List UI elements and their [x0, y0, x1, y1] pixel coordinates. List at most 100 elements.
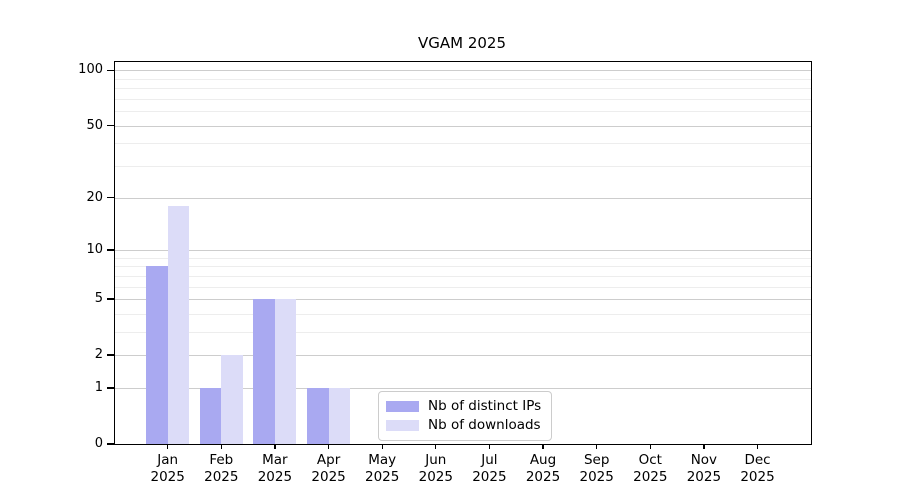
x-tick-label-jun: Jun 2025: [394, 452, 478, 486]
x-tick-label-line: Apr: [316, 452, 341, 468]
x-axis-tick: [542, 444, 544, 449]
minor-gridline: [115, 275, 811, 277]
bar-distinct-ips-mar: [253, 298, 275, 444]
x-axis-tick: [596, 444, 598, 449]
x-tick-label-line: 2025: [257, 469, 293, 485]
bar-distinct-ips-apr: [307, 387, 329, 444]
x-tick-label-nov: Nov 2025: [662, 452, 746, 486]
y-tick-label-50: 50: [86, 117, 103, 133]
x-tick-label-aug: Aug 2025: [501, 452, 585, 486]
x-tick-label-may: May 2025: [340, 452, 424, 486]
minor-gridline: [115, 286, 811, 288]
x-tick-label-line: Jan: [157, 452, 179, 468]
major-gridline: [115, 197, 811, 199]
x-tick-label-line: 2025: [365, 469, 400, 485]
bar-distinct-ips-jan: [146, 266, 168, 444]
x-axis-tick: [703, 444, 705, 449]
legend-swatch-distinct-ips: [386, 401, 419, 412]
x-tick-label-jan: Jan 2025: [126, 452, 210, 486]
y-axis-tick: [107, 298, 114, 300]
y-tick-label-100: 100: [78, 62, 103, 78]
bar-downloads-feb: [221, 355, 243, 444]
x-tick-label-sep: Sep 2025: [555, 452, 639, 486]
minor-gridline: [115, 331, 811, 333]
major-gridline: [115, 387, 811, 389]
x-tick-label-line: 2025: [740, 469, 775, 485]
x-tick-label-line: 2025: [579, 469, 614, 485]
y-axis-tick: [107, 387, 114, 389]
x-tick-label-line: Mar: [262, 452, 288, 468]
bar-downloads-mar: [274, 298, 297, 444]
bar-downloads-jan: [167, 205, 190, 444]
x-tick-label-line: 2025: [525, 469, 561, 485]
x-axis-tick: [167, 444, 169, 449]
x-tick-label-line: Jul: [481, 452, 498, 468]
x-tick-label-line: May: [368, 452, 397, 468]
minor-gridline: [115, 313, 811, 315]
x-axis-tick: [488, 444, 491, 449]
x-tick-label-line: 2025: [686, 469, 722, 485]
y-axis-tick: [107, 354, 114, 356]
x-tick-label-feb: Feb 2025: [179, 452, 263, 486]
bar-downloads-apr: [328, 387, 351, 444]
x-axis-tick: [435, 444, 437, 449]
x-tick-label-line: 2025: [150, 469, 185, 485]
x-tick-label-line: Sep: [583, 452, 610, 468]
x-tick-label-apr: Apr 2025: [287, 452, 371, 486]
x-tick-label-line: Dec: [744, 452, 771, 468]
x-tick-label-line: Nov: [690, 452, 718, 468]
x-axis-tick: [649, 444, 651, 449]
y-axis-tick: [107, 443, 114, 445]
y-tick-label-0: 0: [94, 436, 103, 451]
x-tick-label-line: 2025: [633, 469, 668, 485]
x-tick-label-line: Jun: [425, 452, 447, 468]
x-tick-label-line: 2025: [204, 469, 239, 485]
bar-distinct-ips-feb: [199, 387, 222, 444]
x-tick-label-line: Aug: [529, 452, 557, 468]
x-tick-label-mar: Mar 2025: [233, 452, 317, 486]
x-axis-tick: [756, 444, 759, 449]
legend-swatch-downloads: [386, 420, 419, 431]
legend-label-downloads: Nb of downloads: [428, 417, 541, 433]
major-gridline: [115, 298, 811, 300]
major-gridline: [115, 355, 811, 357]
minor-gridline: [115, 257, 811, 259]
x-tick-label-line: 2025: [472, 469, 507, 485]
minor-gridline: [115, 98, 811, 100]
minor-gridline: [115, 143, 811, 145]
legend-label-distinct-ips: Nb of distinct IPs: [428, 398, 542, 414]
x-tick-label-line: 2025: [418, 469, 453, 485]
y-axis-tick: [107, 69, 114, 72]
y-tick-label-20: 20: [86, 189, 103, 205]
minor-gridline: [115, 88, 811, 90]
x-axis-tick: [220, 444, 222, 449]
y-tick-label-2: 2: [94, 347, 103, 363]
minor-gridline: [115, 266, 811, 268]
x-tick-label-line: Feb: [209, 452, 234, 468]
minor-gridline: [115, 111, 811, 113]
plot-area: 0 1 2 5 10 20 50 100 Jan 2025 Feb 2025 Mar 2025 Apr 202…: [78, 61, 812, 485]
x-axis-tick: [274, 444, 276, 449]
x-tick-label-dec: Dec 2025: [716, 452, 800, 486]
y-axis-tick: [107, 249, 114, 251]
major-gridline: [115, 70, 811, 72]
x-tick-label-line: Oct: [638, 452, 662, 468]
major-gridline: [115, 125, 811, 127]
y-tick-label-10: 10: [86, 241, 103, 257]
major-gridline: [115, 249, 811, 251]
y-tick-label-5: 5: [94, 290, 103, 306]
x-axis-tick: [381, 444, 383, 449]
legend-item-distinct-ips: Nb of distinct IPs: [386, 399, 541, 414]
minor-gridline: [115, 166, 811, 167]
legend-item-downloads: Nb of downloads: [386, 418, 541, 433]
x-axis-tick: [327, 444, 330, 449]
chart-title: VGAM 2025: [417, 34, 507, 52]
y-axis-tick: [107, 125, 114, 127]
x-tick-label-line: 2025: [311, 469, 346, 485]
x-tick-label-oct: Oct 2025: [608, 452, 692, 486]
minor-gridline: [115, 78, 811, 80]
x-tick-label-jul: Jul 2025: [447, 452, 531, 486]
y-axis-tick: [107, 196, 114, 199]
y-tick-label-1: 1: [94, 379, 103, 395]
